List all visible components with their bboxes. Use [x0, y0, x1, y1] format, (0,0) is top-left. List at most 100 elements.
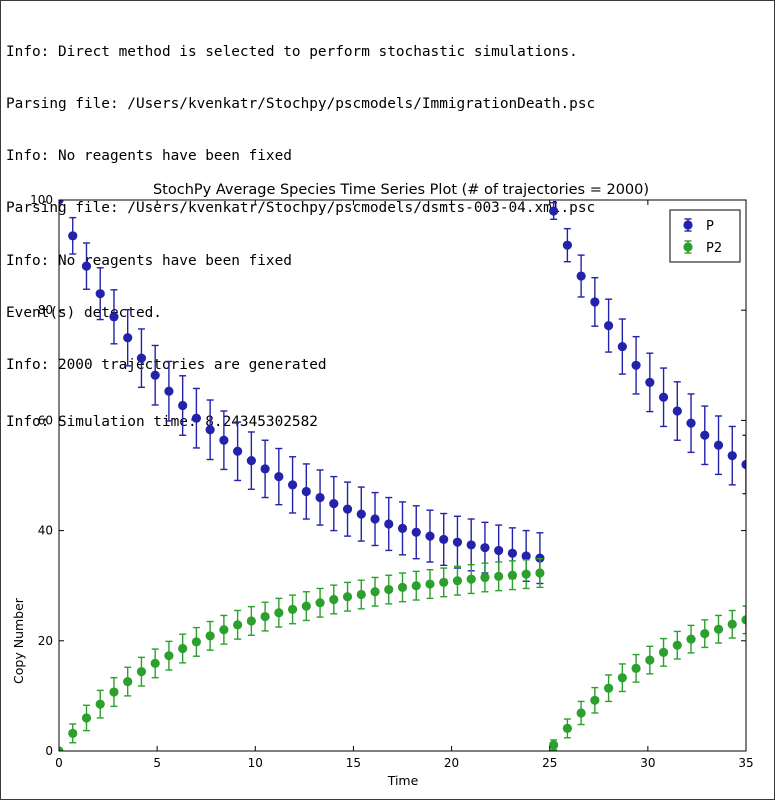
data-point-p2 — [562, 723, 572, 734]
data-point-p2 — [260, 611, 270, 622]
data-point-p2 — [342, 592, 353, 602]
data-point-p2 — [397, 582, 408, 592]
data-point-p2 — [741, 615, 746, 625]
data-point-p2 — [68, 728, 78, 738]
y-tick-label: 60 — [38, 413, 53, 427]
data-point-p2 — [370, 587, 380, 597]
x-tick-label: 0 — [55, 756, 63, 770]
data-point-p — [480, 543, 490, 553]
data-point-p — [439, 534, 449, 545]
data-point-p — [631, 360, 641, 370]
data-point-p2 — [617, 673, 627, 683]
y-tick-label: 100 — [30, 193, 53, 207]
data-point-p2 — [81, 713, 92, 723]
data-point-p — [700, 430, 710, 440]
data-point-p — [562, 240, 572, 250]
console-line: Info: No reagents have been fixed — [6, 148, 292, 165]
data-point-p — [329, 499, 339, 509]
data-point-p — [136, 353, 147, 363]
data-point-p — [727, 451, 737, 461]
data-point-p2 — [59, 746, 64, 751]
time-series-chart: StochPy Average Species Time Series Plot… — [11, 182, 754, 788]
data-point-p — [425, 531, 435, 541]
data-point-p — [507, 548, 518, 558]
data-point-p — [384, 519, 394, 529]
data-point-p2 — [301, 601, 311, 611]
data-point-p2 — [246, 616, 256, 626]
data-point-p — [233, 446, 243, 456]
legend-label-p: P — [706, 219, 714, 234]
data-point-p — [219, 435, 229, 445]
data-point-p — [68, 231, 78, 241]
data-point-p2 — [713, 624, 724, 634]
legend-box — [669, 209, 741, 263]
data-point-p2 — [136, 667, 147, 677]
data-point-p — [576, 271, 586, 281]
data-point-p — [315, 492, 325, 503]
legend-marker-p — [683, 220, 693, 230]
data-point-p2 — [700, 629, 710, 639]
x-tick-label: 5 — [153, 756, 161, 770]
plot-area: 0 5 10 15 20 25 30 35 0 20 40 60 80 100 P P2 — [30, 193, 754, 770]
data-point-p — [494, 545, 504, 556]
data-point-p — [590, 297, 600, 307]
data-point-p — [287, 480, 298, 490]
data-point-p — [604, 321, 614, 331]
data-point-p2 — [233, 620, 243, 630]
data-point-p — [397, 523, 408, 533]
data-point-p2 — [507, 570, 518, 580]
y-tick-label: 80 — [38, 303, 53, 317]
data-point-p2 — [150, 658, 160, 668]
data-point-p2 — [604, 683, 614, 693]
data-point-p2 — [287, 604, 298, 614]
data-point-p2 — [425, 579, 435, 589]
data-point-p — [411, 527, 421, 537]
data-point-p2 — [205, 631, 215, 641]
data-point-p2 — [123, 676, 133, 687]
data-point-p — [356, 509, 366, 519]
legend-label-p2: P2 — [706, 241, 722, 256]
console-line: Parsing file: /Users/kvenkatr/Stochpy/ps… — [6, 200, 596, 217]
data-point-p — [370, 514, 380, 524]
console-line: Parsing file: /Users/kvenkatr/Stochpy/ps… — [6, 96, 596, 113]
data-point-p2 — [384, 584, 394, 595]
data-point-p — [617, 341, 627, 352]
data-point-p2 — [315, 598, 325, 608]
data-point-p — [164, 386, 174, 396]
data-point-p2 — [329, 594, 339, 605]
data-point-p2 — [439, 577, 449, 587]
data-point-p — [81, 261, 92, 271]
x-tick-label: 10 — [248, 756, 263, 770]
data-point-p2 — [356, 589, 366, 600]
data-point-p2 — [466, 574, 476, 584]
plot-frame — [58, 199, 747, 752]
data-point-p2 — [274, 608, 284, 618]
data-point-p2 — [109, 687, 119, 697]
data-point-p — [178, 400, 188, 411]
data-point-p — [713, 440, 724, 450]
data-point-p — [95, 289, 105, 299]
data-point-p2 — [576, 708, 586, 718]
console-line: Info: Simulation time: 8.24345302582 — [6, 414, 318, 431]
data-point-p — [246, 456, 256, 466]
data-point-p2 — [178, 643, 188, 654]
x-axis-label: Time — [387, 773, 419, 788]
x-tick-label: 20 — [444, 756, 459, 770]
x-tick-label: 25 — [542, 756, 557, 770]
data-point-p — [59, 200, 64, 205]
data-point-p — [521, 551, 531, 561]
data-point-p2 — [480, 572, 490, 583]
console-line: Info: Direct method is selected to perfo… — [6, 43, 578, 60]
data-point-p2 — [494, 571, 504, 581]
y-tick-label: 0 — [45, 744, 53, 758]
data-point-p — [301, 486, 311, 497]
series-layer — [59, 200, 746, 751]
data-point-p — [191, 413, 201, 423]
data-point-p2 — [535, 568, 545, 578]
x-tick-label: 15 — [346, 756, 361, 770]
data-point-p2 — [590, 695, 600, 705]
data-point-p2 — [672, 640, 682, 650]
data-point-p2 — [686, 634, 696, 644]
data-point-p2 — [727, 619, 737, 629]
